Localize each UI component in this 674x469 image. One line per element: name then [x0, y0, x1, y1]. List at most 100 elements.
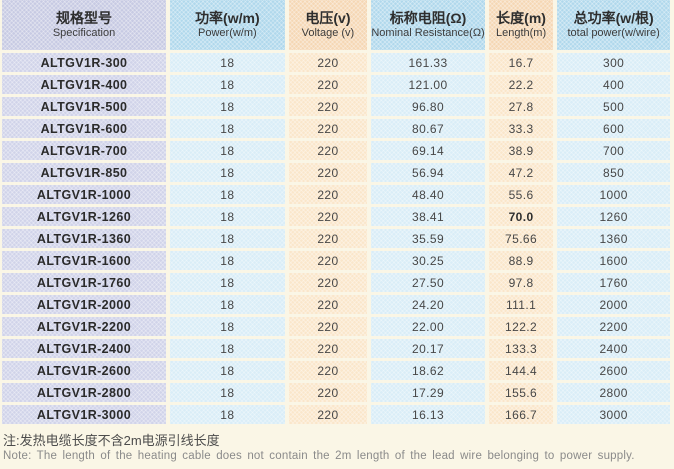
footer-note: 注:发热电缆长度不含2m电源引线长度 Note: The length of t… — [0, 427, 674, 464]
spec-cell: ALTGV1R-1600 — [2, 251, 166, 270]
voltage-cell: 220 — [288, 295, 368, 314]
spec-cell: ALTGV1R-850 — [2, 163, 166, 182]
resistance-cell: 20.17 — [371, 339, 485, 358]
spec-cell: ALTGV1R-3000 — [2, 405, 166, 424]
header-power-zh: 功率(w/m) — [195, 10, 260, 26]
voltage-cell: 220 — [288, 229, 368, 248]
power-cell: 18 — [170, 361, 285, 380]
power-cell: 18 — [170, 317, 285, 336]
voltage-cell: 220 — [288, 53, 368, 72]
power-cell: 18 — [170, 383, 285, 402]
total-power-cell: 2800 — [557, 383, 670, 402]
total-power-cell: 3000 — [557, 405, 670, 424]
spec-cell: ALTGV1R-2600 — [2, 361, 166, 380]
voltage-cell: 220 — [288, 185, 368, 204]
table-row: ALTGV1R-2000 18 220 24.20 111.1 2000 — [2, 295, 670, 314]
power-cell: 18 — [170, 119, 285, 138]
total-power-cell: 500 — [557, 97, 670, 116]
header-power-en: Power(w/m) — [198, 27, 257, 39]
total-power-cell: 400 — [557, 75, 670, 94]
header-specification: 规格型号 Specification — [2, 0, 166, 50]
length-cell: 16.7 — [488, 53, 554, 72]
length-cell: 155.6 — [488, 383, 554, 402]
header-nominal-resistance-en: Nominal Resistance(Ω) — [371, 27, 485, 39]
spec-cell: ALTGV1R-1760 — [2, 273, 166, 292]
voltage-cell: 220 — [288, 119, 368, 138]
total-power-cell: 300 — [557, 53, 670, 72]
total-power-cell: 2400 — [557, 339, 670, 358]
voltage-cell: 220 — [288, 383, 368, 402]
header-length-zh: 长度(m) — [496, 10, 546, 26]
power-cell: 18 — [170, 75, 285, 94]
total-power-cell: 1000 — [557, 185, 670, 204]
length-cell: 33.3 — [488, 119, 554, 138]
specification-table: 规格型号 Specification 功率(w/m) Power(w/m) 电压… — [2, 0, 670, 424]
header-length: 长度(m) Length(m) — [488, 0, 554, 50]
power-cell: 18 — [170, 163, 285, 182]
length-cell: 133.3 — [488, 339, 554, 358]
resistance-cell: 80.67 — [371, 119, 485, 138]
spec-cell: ALTGV1R-2800 — [2, 383, 166, 402]
header-total-power-en: total power(w/wire) — [567, 27, 660, 39]
length-cell: 70.0 — [488, 207, 554, 226]
spec-cell: ALTGV1R-1000 — [2, 185, 166, 204]
power-cell: 18 — [170, 405, 285, 424]
power-cell: 18 — [170, 185, 285, 204]
length-cell: 38.9 — [488, 141, 554, 160]
resistance-cell: 18.62 — [371, 361, 485, 380]
resistance-cell: 69.14 — [371, 141, 485, 160]
length-cell: 27.8 — [488, 97, 554, 116]
length-cell: 88.9 — [488, 251, 554, 270]
table-row: ALTGV1R-2800 18 220 17.29 155.6 2800 — [2, 383, 670, 402]
table-row: ALTGV1R-1360 18 220 35.59 75.66 1360 — [2, 229, 670, 248]
table-row: ALTGV1R-850 18 220 56.94 47.2 850 — [2, 163, 670, 182]
table-body: ALTGV1R-300 18 220 161.33 16.7 300 ALTGV1R-400… — [2, 53, 670, 424]
power-cell: 18 — [170, 295, 285, 314]
resistance-cell: 56.94 — [371, 163, 485, 182]
spec-cell: ALTGV1R-500 — [2, 97, 166, 116]
resistance-cell: 16.13 — [371, 405, 485, 424]
spec-cell: ALTGV1R-1360 — [2, 229, 166, 248]
header-total-power-zh: 总功率(w/根) — [573, 10, 654, 26]
total-power-cell: 1760 — [557, 273, 670, 292]
header-voltage-en: Voltage (v) — [301, 27, 355, 39]
spec-cell: ALTGV1R-2400 — [2, 339, 166, 358]
total-power-cell: 2200 — [557, 317, 670, 336]
resistance-cell: 22.00 — [371, 317, 485, 336]
total-power-cell: 2600 — [557, 361, 670, 380]
table-row: ALTGV1R-1000 18 220 48.40 55.6 1000 — [2, 185, 670, 204]
power-cell: 18 — [170, 141, 285, 160]
voltage-cell: 220 — [288, 339, 368, 358]
voltage-cell: 220 — [288, 97, 368, 116]
resistance-cell: 38.41 — [371, 207, 485, 226]
header-voltage: 电压(v) Voltage (v) — [288, 0, 368, 50]
resistance-cell: 96.80 — [371, 97, 485, 116]
spec-cell: ALTGV1R-700 — [2, 141, 166, 160]
footer-note-en: Note: The length of the heating cable do… — [3, 450, 635, 462]
table-row: ALTGV1R-400 18 220 121.00 22.2 400 — [2, 75, 670, 94]
length-cell: 75.66 — [488, 229, 554, 248]
header-specification-en: Specification — [52, 27, 116, 39]
header-row: 规格型号 Specification 功率(w/m) Power(w/m) 电压… — [2, 0, 670, 50]
power-cell: 18 — [170, 207, 285, 226]
total-power-cell: 850 — [557, 163, 670, 182]
table-row: ALTGV1R-500 18 220 96.80 27.8 500 — [2, 97, 670, 116]
resistance-cell: 27.50 — [371, 273, 485, 292]
table-row: ALTGV1R-2400 18 220 20.17 133.3 2400 — [2, 339, 670, 358]
power-cell: 18 — [170, 251, 285, 270]
power-cell: 18 — [170, 53, 285, 72]
header-length-en: Length(m) — [496, 27, 547, 39]
spec-cell: ALTGV1R-2000 — [2, 295, 166, 314]
resistance-cell: 30.25 — [371, 251, 485, 270]
length-cell: 22.2 — [488, 75, 554, 94]
voltage-cell: 220 — [288, 405, 368, 424]
spec-cell: ALTGV1R-1260 — [2, 207, 166, 226]
header-total-power: 总功率(w/根) total power(w/wire) — [557, 0, 670, 50]
voltage-cell: 220 — [288, 141, 368, 160]
table-row: ALTGV1R-1260 18 220 38.41 70.0 1260 — [2, 207, 670, 226]
total-power-cell: 1600 — [557, 251, 670, 270]
voltage-cell: 220 — [288, 207, 368, 226]
spec-cell: ALTGV1R-2200 — [2, 317, 166, 336]
voltage-cell: 220 — [288, 163, 368, 182]
length-cell: 55.6 — [488, 185, 554, 204]
